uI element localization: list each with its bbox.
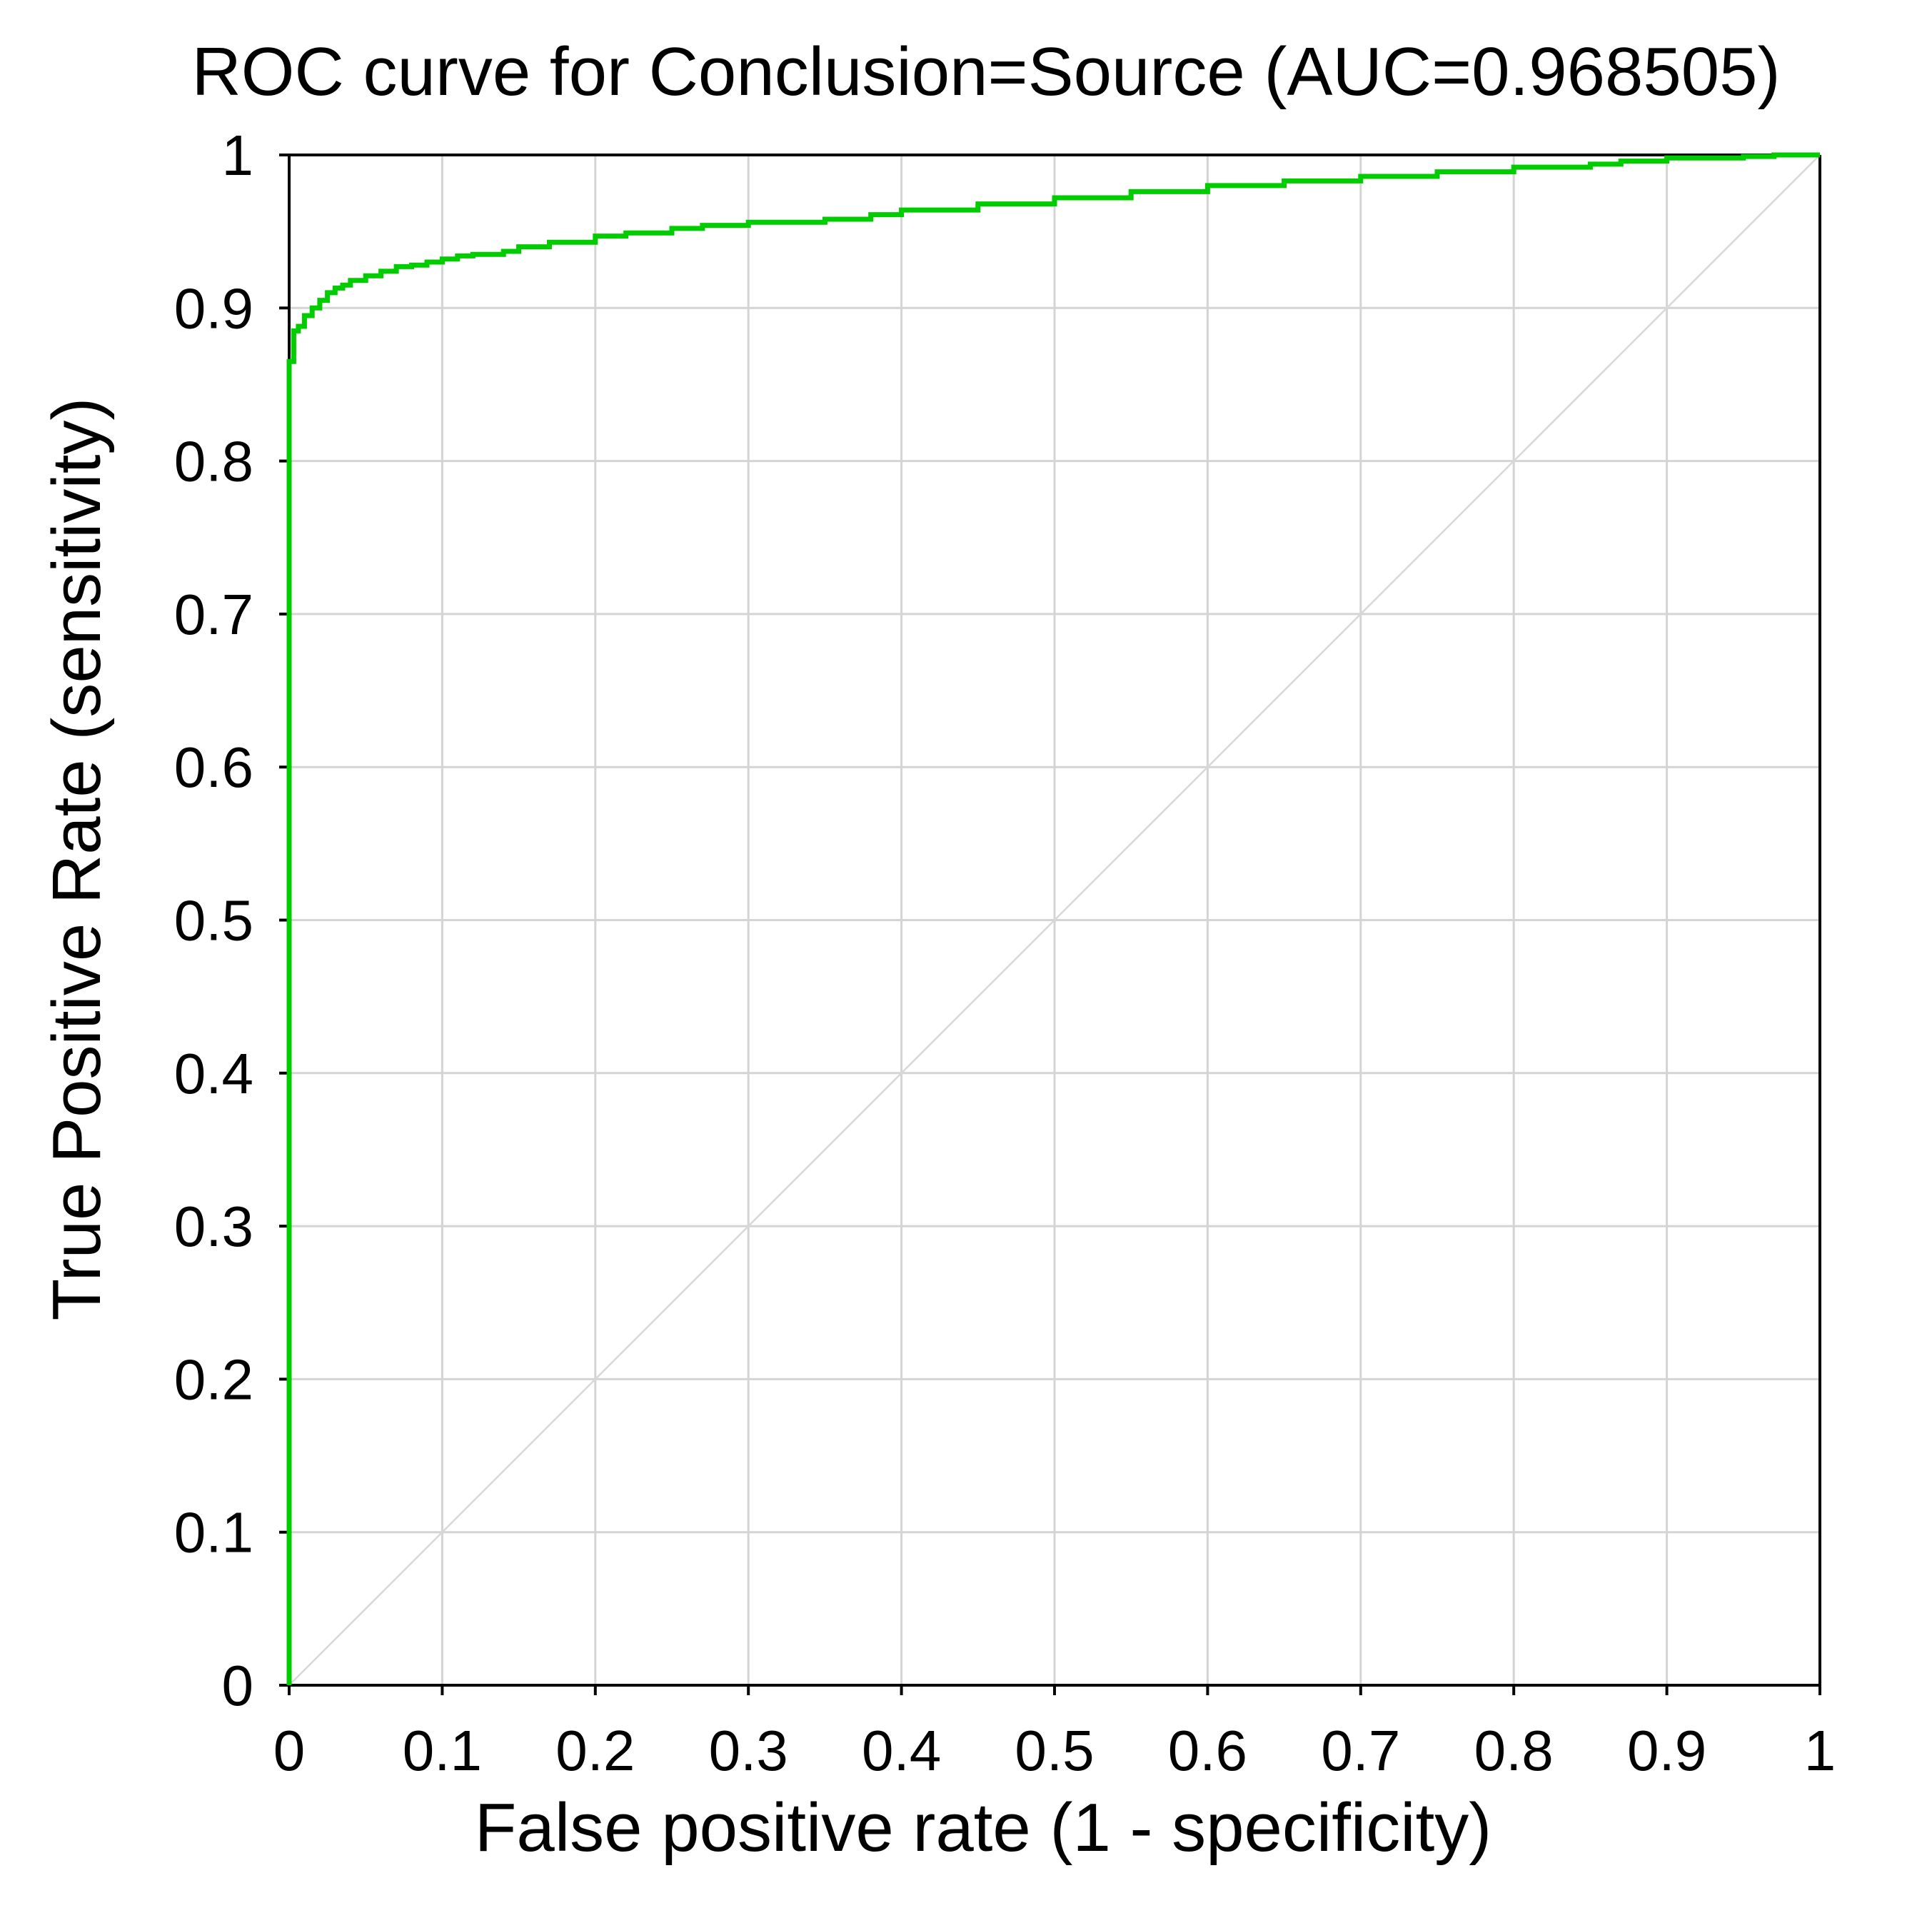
reference-diagonal (288, 154, 1821, 1686)
y-tick-label: 0.9 (174, 276, 253, 340)
x-axis-label: False positive rate (1 - specificity) (475, 1789, 1491, 1866)
y-tick-label: 0.4 (174, 1042, 253, 1105)
x-tick-label: 1 (1804, 1719, 1836, 1782)
chance-diagonal-line (288, 154, 1821, 1686)
y-tick-labels: 0 0.1 0.2 0.3 0.4 0.5 0.6 0.7 0.8 0.9 1 (174, 124, 253, 1717)
roc-series (286, 152, 1820, 1685)
y-tick-label: 0.3 (174, 1195, 253, 1258)
x-tick-label: 0.9 (1627, 1719, 1706, 1782)
y-axis-label: True Positive Rate (sensitivity) (39, 398, 115, 1321)
x-tick-label: 0.2 (555, 1719, 635, 1782)
y-tick-label: 1 (222, 124, 254, 187)
x-tick-label: 0.5 (1015, 1719, 1094, 1782)
x-tick-label: 0.3 (709, 1719, 788, 1782)
x-tick-label: 0.4 (862, 1719, 941, 1782)
y-tick-label: 0.1 (174, 1501, 253, 1565)
x-tick-labels: 0 0.1 0.2 0.3 0.4 0.5 0.6 0.7 0.8 0.9 1 (273, 1719, 1836, 1782)
x-tick-label: 0 (273, 1719, 306, 1782)
x-tick-label: 0.8 (1474, 1719, 1554, 1782)
y-tick-label: 0.8 (174, 430, 253, 493)
x-tick-label: 0.7 (1321, 1719, 1400, 1782)
chart-title: ROC curve for Conclusion=Source (AUC=0.9… (191, 34, 1780, 110)
y-tick-label: 0 (222, 1654, 254, 1717)
y-tick-label: 0.7 (174, 583, 253, 646)
x-tick-label: 0.1 (403, 1719, 482, 1782)
y-tick-label: 0.6 (174, 735, 253, 799)
roc-curve-line (286, 152, 1820, 1685)
x-tick-label: 0.6 (1168, 1719, 1247, 1782)
y-tick-label: 0.2 (174, 1347, 253, 1411)
y-tick-label: 0.5 (174, 889, 253, 953)
